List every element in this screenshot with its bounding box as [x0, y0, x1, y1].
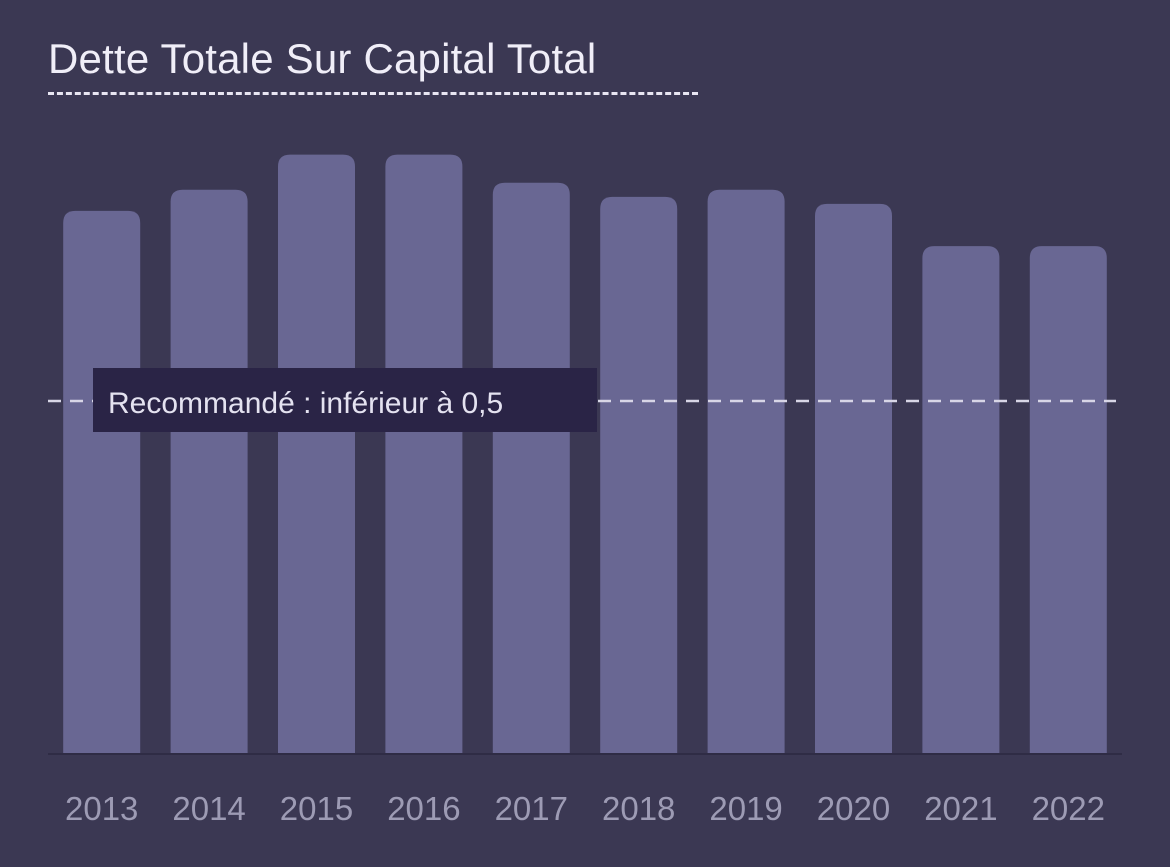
bar-2016 [385, 154, 463, 754]
x-tick-label: 2013 [65, 790, 138, 827]
x-tick-label: 2017 [495, 790, 568, 827]
bar-2014 [170, 189, 248, 754]
title-underline [48, 92, 698, 95]
bar-2017 [492, 182, 570, 753]
bar-2022 [1029, 246, 1107, 753]
x-tick-label: 2019 [709, 790, 782, 827]
x-tick-label: 2018 [602, 790, 675, 827]
x-tick-label: 2021 [924, 790, 997, 827]
bar-2013 [63, 210, 141, 754]
reference-label: Recommandé : inférieur à 0,5 [108, 387, 503, 420]
x-tick-label: 2015 [280, 790, 353, 827]
x-tick-label: 2020 [817, 790, 890, 827]
bar-2020 [815, 203, 892, 753]
bar-2018 [600, 196, 678, 754]
reference-label-box [93, 368, 597, 432]
x-tick-label: 2016 [387, 790, 460, 827]
x-tick-label: 2022 [1032, 790, 1105, 827]
bar-2021 [922, 246, 1000, 753]
x-tick-label: 2014 [172, 790, 245, 827]
bar-2019 [707, 189, 785, 754]
bar-2015 [278, 154, 355, 754]
chart-title: Dette Totale Sur Capital Total [48, 35, 597, 82]
